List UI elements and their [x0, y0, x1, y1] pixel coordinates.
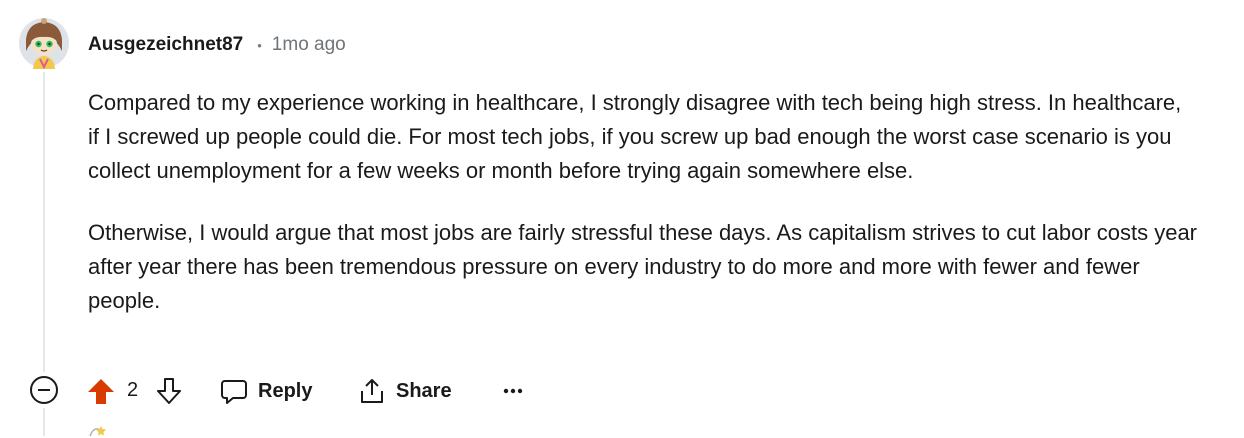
upvote-arrow-icon[interactable]	[86, 376, 116, 406]
downvote-arrow-icon[interactable]	[154, 376, 184, 406]
share-arrow-icon	[361, 379, 383, 403]
share-label: Share	[396, 379, 452, 402]
comment-body: Compared to my experience working in hea…	[88, 86, 1198, 318]
comment-author[interactable]: Ausgezeichnet87	[88, 34, 244, 55]
user-avatar[interactable]	[18, 17, 70, 69]
comment-action-bar: 2 Reply Share	[28, 372, 548, 410]
comment-thread-line[interactable]	[43, 72, 45, 372]
reply-label: Reply	[258, 379, 313, 402]
share-button[interactable]: Share	[358, 374, 452, 408]
comment-header: Ausgezeichnet87 • 1mo ago	[88, 33, 346, 57]
reply-button[interactable]: Reply	[220, 374, 312, 408]
comment-timestamp[interactable]: 1mo ago	[271, 34, 346, 55]
comment-thread-line-bottom[interactable]	[43, 408, 45, 436]
more-dots-icon[interactable]	[498, 376, 528, 406]
award-icon	[89, 426, 106, 437]
meta-separator: •	[257, 37, 262, 53]
collapse-circle-minus-icon[interactable]	[30, 376, 58, 404]
comment-paragraph-2: Otherwise, I would argue that most jobs …	[88, 220, 1198, 313]
comment-paragraph-1: Compared to my experience working in hea…	[88, 90, 1182, 183]
vote-count: 2	[127, 379, 139, 401]
speech-bubble-icon	[221, 380, 247, 404]
